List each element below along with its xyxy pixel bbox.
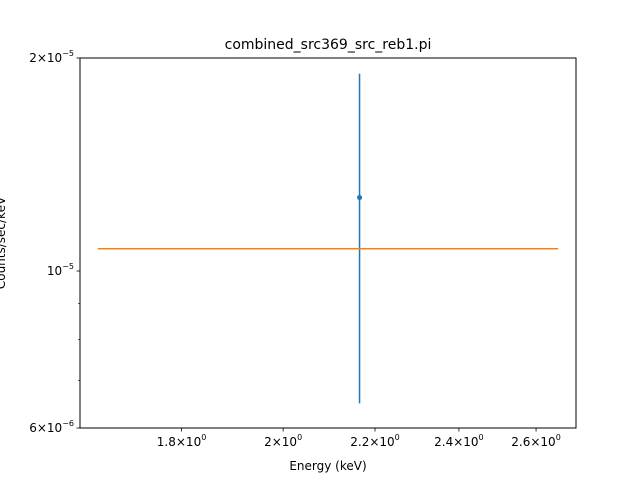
axes-frame: [79, 57, 577, 429]
y-axis-label: Counts/sec/keV: [0, 196, 8, 289]
data-point: [357, 195, 363, 201]
axis-ticks: 1.8×100 2×100 2.2×100 2.4×100 2.6×100 2×10−5 1…: [29, 49, 561, 449]
y-tick-label: 2×10−5: [29, 49, 74, 65]
x-axis-label: Energy (keV): [289, 459, 366, 473]
y-tick-label: 10−5: [47, 262, 74, 278]
x-tick-label: 2×100: [264, 433, 302, 449]
y-tick-label: 6×10−6: [29, 419, 74, 435]
x-tick-label: 1.8×100: [157, 433, 207, 449]
x-tick-label: 2.2×100: [350, 433, 400, 449]
x-tick-label: 2.4×100: [434, 433, 484, 449]
plot-area: [97, 73, 559, 404]
chart-title: combined_src369_src_reb1.pi: [225, 37, 432, 53]
x-tick-label: 2.6×100: [511, 433, 561, 449]
